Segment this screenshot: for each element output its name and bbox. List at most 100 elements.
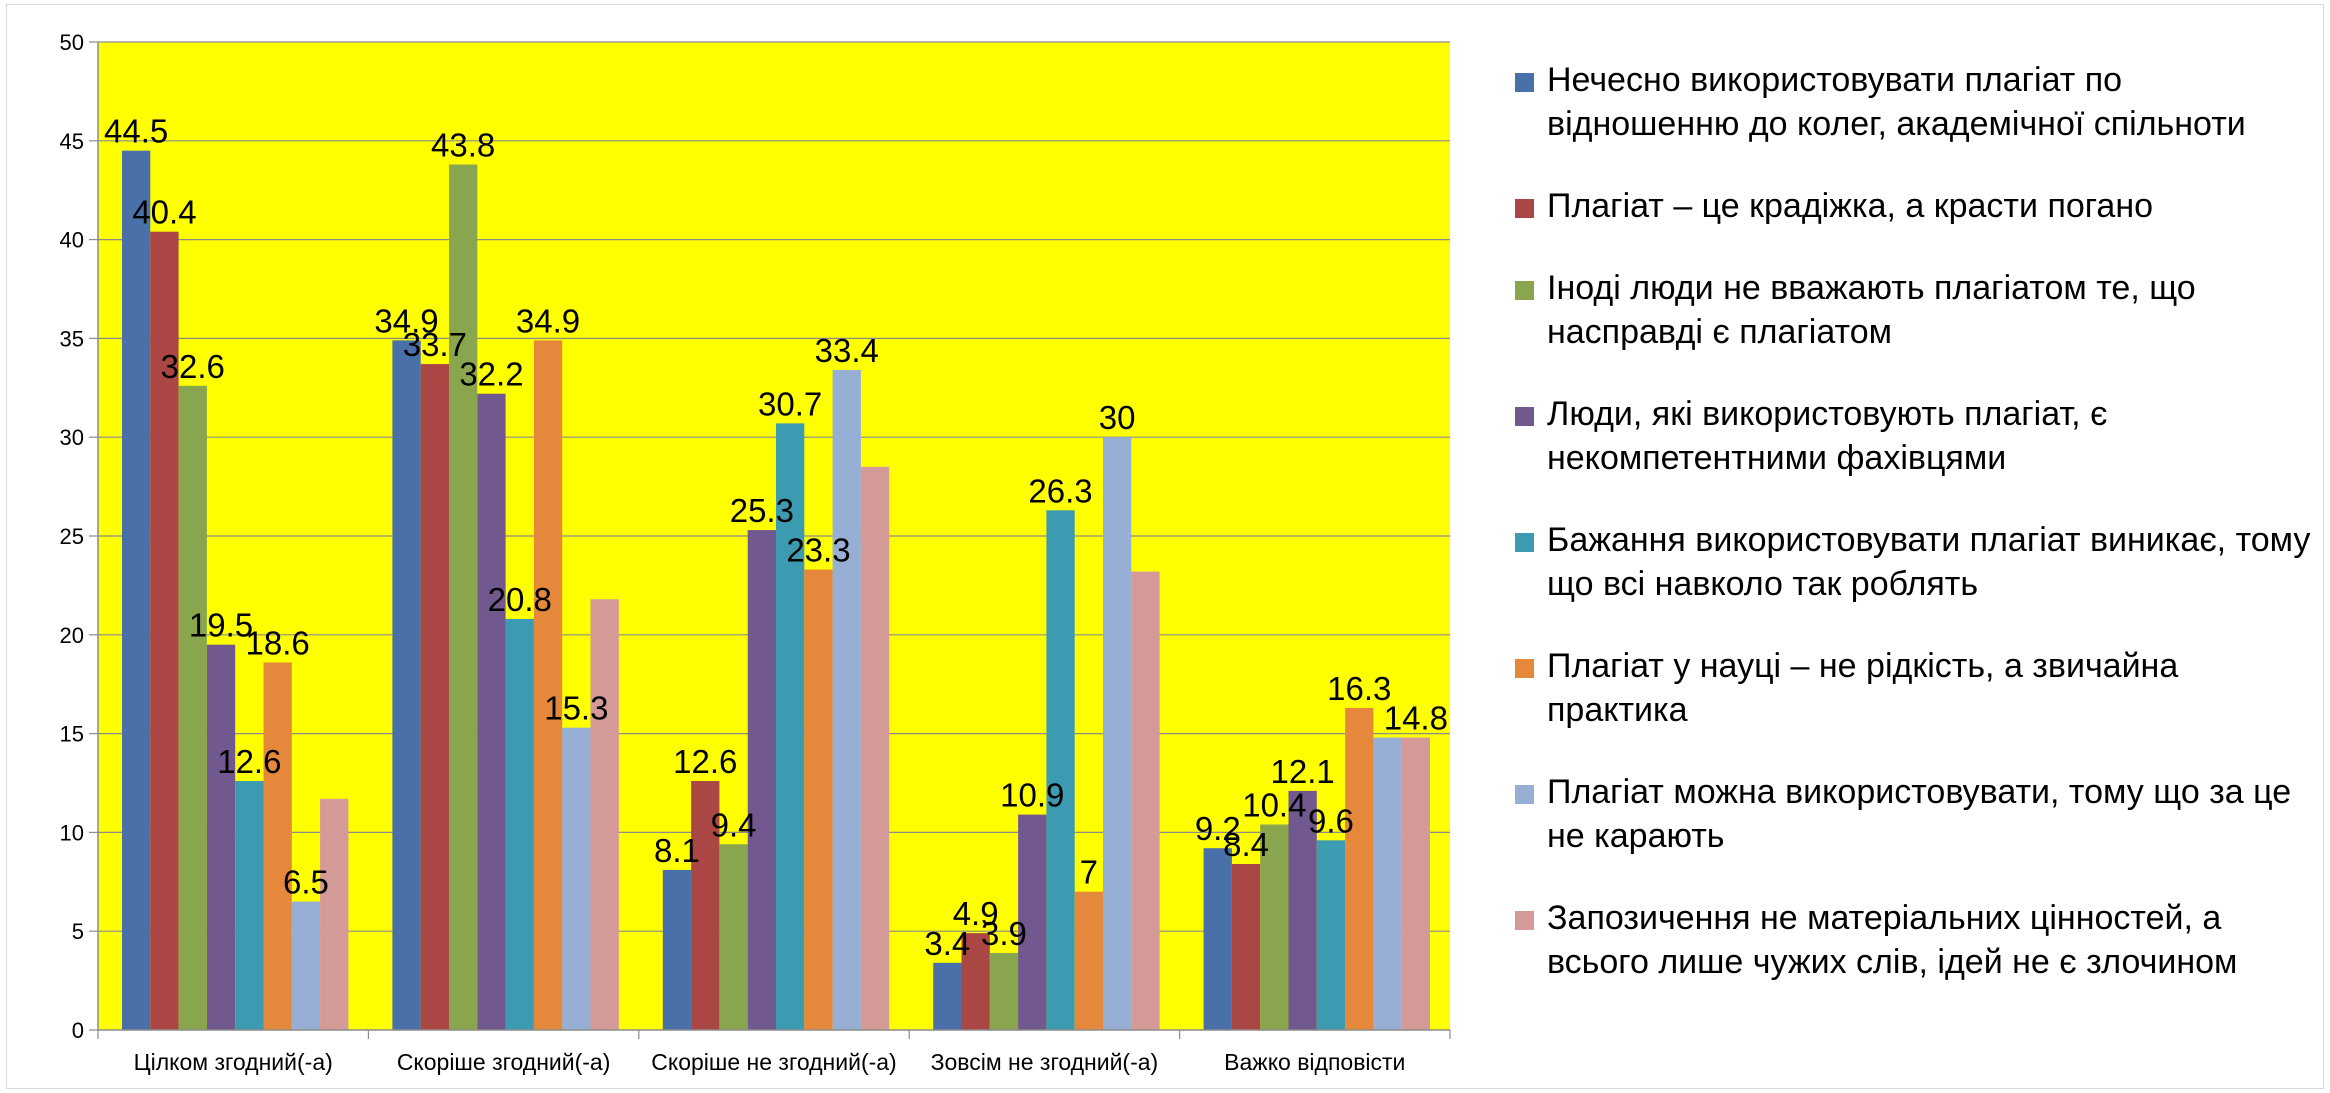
legend-swatch xyxy=(1515,199,1534,218)
data-label: 26.3 xyxy=(1028,472,1092,509)
y-tick-label: 10 xyxy=(60,820,84,845)
data-label: 12.1 xyxy=(1271,753,1335,790)
bar xyxy=(804,569,833,1030)
data-label: 7 xyxy=(1080,854,1098,891)
legend-item: Люди, які використовують плагіат, є неко… xyxy=(1515,392,2315,480)
x-category-label: Цілком згодний(-а) xyxy=(134,1049,333,1075)
bar xyxy=(1373,737,1402,1030)
data-label: 25.3 xyxy=(730,492,794,529)
y-tick-label: 50 xyxy=(60,30,84,55)
data-label: 43.8 xyxy=(431,127,495,164)
data-label: 16.3 xyxy=(1327,670,1391,707)
bar xyxy=(1074,891,1103,1030)
y-tick-label: 0 xyxy=(72,1018,84,1043)
data-label: 40.4 xyxy=(132,194,196,231)
bar xyxy=(832,370,861,1030)
legend-label: Люди, які використовують плагіат, є неко… xyxy=(1547,395,2108,477)
data-label: 34.9 xyxy=(374,302,438,339)
legend-label: Плагіат у науці – не рідкість, а звичайн… xyxy=(1547,647,2179,729)
bar xyxy=(122,150,151,1030)
bar xyxy=(505,618,534,1030)
bar xyxy=(1203,848,1232,1030)
legend-swatch xyxy=(1515,407,1534,426)
bar xyxy=(533,340,563,1031)
x-category-label: Зовсім не згодний(-а) xyxy=(931,1049,1159,1075)
legend-swatch xyxy=(1515,785,1534,804)
data-label: 19.5 xyxy=(189,607,253,644)
data-label: 32.2 xyxy=(459,356,523,393)
data-label: 15.3 xyxy=(544,690,608,727)
legend-label: Іноді люди не вважають плагіатом те, що … xyxy=(1547,269,2196,351)
data-label: 12.6 xyxy=(217,743,281,780)
bar xyxy=(392,340,421,1031)
legend-label: Плагіат – це крадіжка, а красти погано xyxy=(1547,187,2154,225)
data-label: 10.4 xyxy=(1242,786,1306,823)
bar xyxy=(235,781,264,1030)
y-tick-label: 15 xyxy=(60,722,84,747)
bar xyxy=(1316,840,1346,1030)
bar xyxy=(1103,437,1132,1030)
bar xyxy=(420,364,449,1030)
legend-label: Плагіат можна використовувати, тому що з… xyxy=(1547,773,2292,855)
bar xyxy=(989,952,1019,1030)
data-label: 6.5 xyxy=(283,864,329,901)
legend-item: Плагіат у науці – не рідкість, а звичайн… xyxy=(1515,644,2315,732)
y-tick-label: 30 xyxy=(60,425,84,450)
data-label: 14.8 xyxy=(1384,700,1448,737)
data-label: 9.2 xyxy=(1195,810,1241,847)
bar xyxy=(263,662,292,1030)
bar xyxy=(477,393,506,1030)
data-label: 9.6 xyxy=(1308,802,1354,839)
data-label: 3.4 xyxy=(924,925,970,962)
bar xyxy=(933,962,962,1030)
legend-label: Запозичення не матеріальних цінностей, а… xyxy=(1547,899,2238,981)
bar xyxy=(291,901,321,1030)
data-label: 44.5 xyxy=(104,113,168,150)
data-label: 3.9 xyxy=(981,915,1027,952)
bar xyxy=(562,727,591,1030)
x-category-label: Скоріше не згодний(-а) xyxy=(651,1049,896,1075)
chart-legend: Нечесно використовувати плагіат по відно… xyxy=(1515,58,2315,1022)
data-label: 30 xyxy=(1099,399,1136,436)
data-label: 20.8 xyxy=(488,581,552,618)
bar xyxy=(1131,571,1160,1030)
legend-swatch xyxy=(1515,73,1534,92)
bar xyxy=(691,781,720,1030)
data-label: 34.9 xyxy=(516,302,580,339)
bar xyxy=(1401,737,1430,1030)
data-label: 8.1 xyxy=(654,832,700,869)
bar xyxy=(320,798,349,1030)
bar xyxy=(776,423,805,1030)
bar xyxy=(747,530,776,1030)
legend-item: Плагіат можна використовувати, тому що з… xyxy=(1515,770,2315,858)
data-label: 4.9 xyxy=(953,895,999,932)
y-tick-label: 20 xyxy=(60,623,84,648)
legend-swatch xyxy=(1515,911,1534,930)
bar xyxy=(860,466,890,1031)
bar xyxy=(1018,814,1047,1030)
data-label: 30.7 xyxy=(758,385,822,422)
legend-item: Нечесно використовувати плагіат по відно… xyxy=(1515,58,2315,146)
bar xyxy=(662,869,692,1030)
bar xyxy=(1231,864,1261,1030)
x-category-label: Важко відповісти xyxy=(1224,1049,1405,1075)
y-tick-label: 40 xyxy=(60,228,84,253)
legend-label: Нечесно використовувати плагіат по відно… xyxy=(1547,61,2246,143)
data-label: 23.3 xyxy=(786,532,850,569)
bar xyxy=(206,644,236,1030)
y-tick-label: 35 xyxy=(60,326,84,351)
bar xyxy=(1046,510,1075,1030)
legend-swatch xyxy=(1515,281,1534,300)
bar xyxy=(961,933,990,1030)
legend-item: Плагіат – це крадіжка, а красти погано xyxy=(1515,184,2315,228)
bar xyxy=(590,599,619,1030)
legend-item: Бажання використовувати плагіат виникає,… xyxy=(1515,518,2315,606)
legend-swatch xyxy=(1515,659,1534,678)
legend-item: Запозичення не матеріальних цінностей, а… xyxy=(1515,896,2315,984)
y-tick-label: 5 xyxy=(72,919,84,944)
bar xyxy=(719,844,748,1030)
data-label: 33.4 xyxy=(815,332,879,369)
legend-label: Бажання використовувати плагіат виникає,… xyxy=(1547,521,2311,603)
data-label: 9.4 xyxy=(711,806,757,843)
